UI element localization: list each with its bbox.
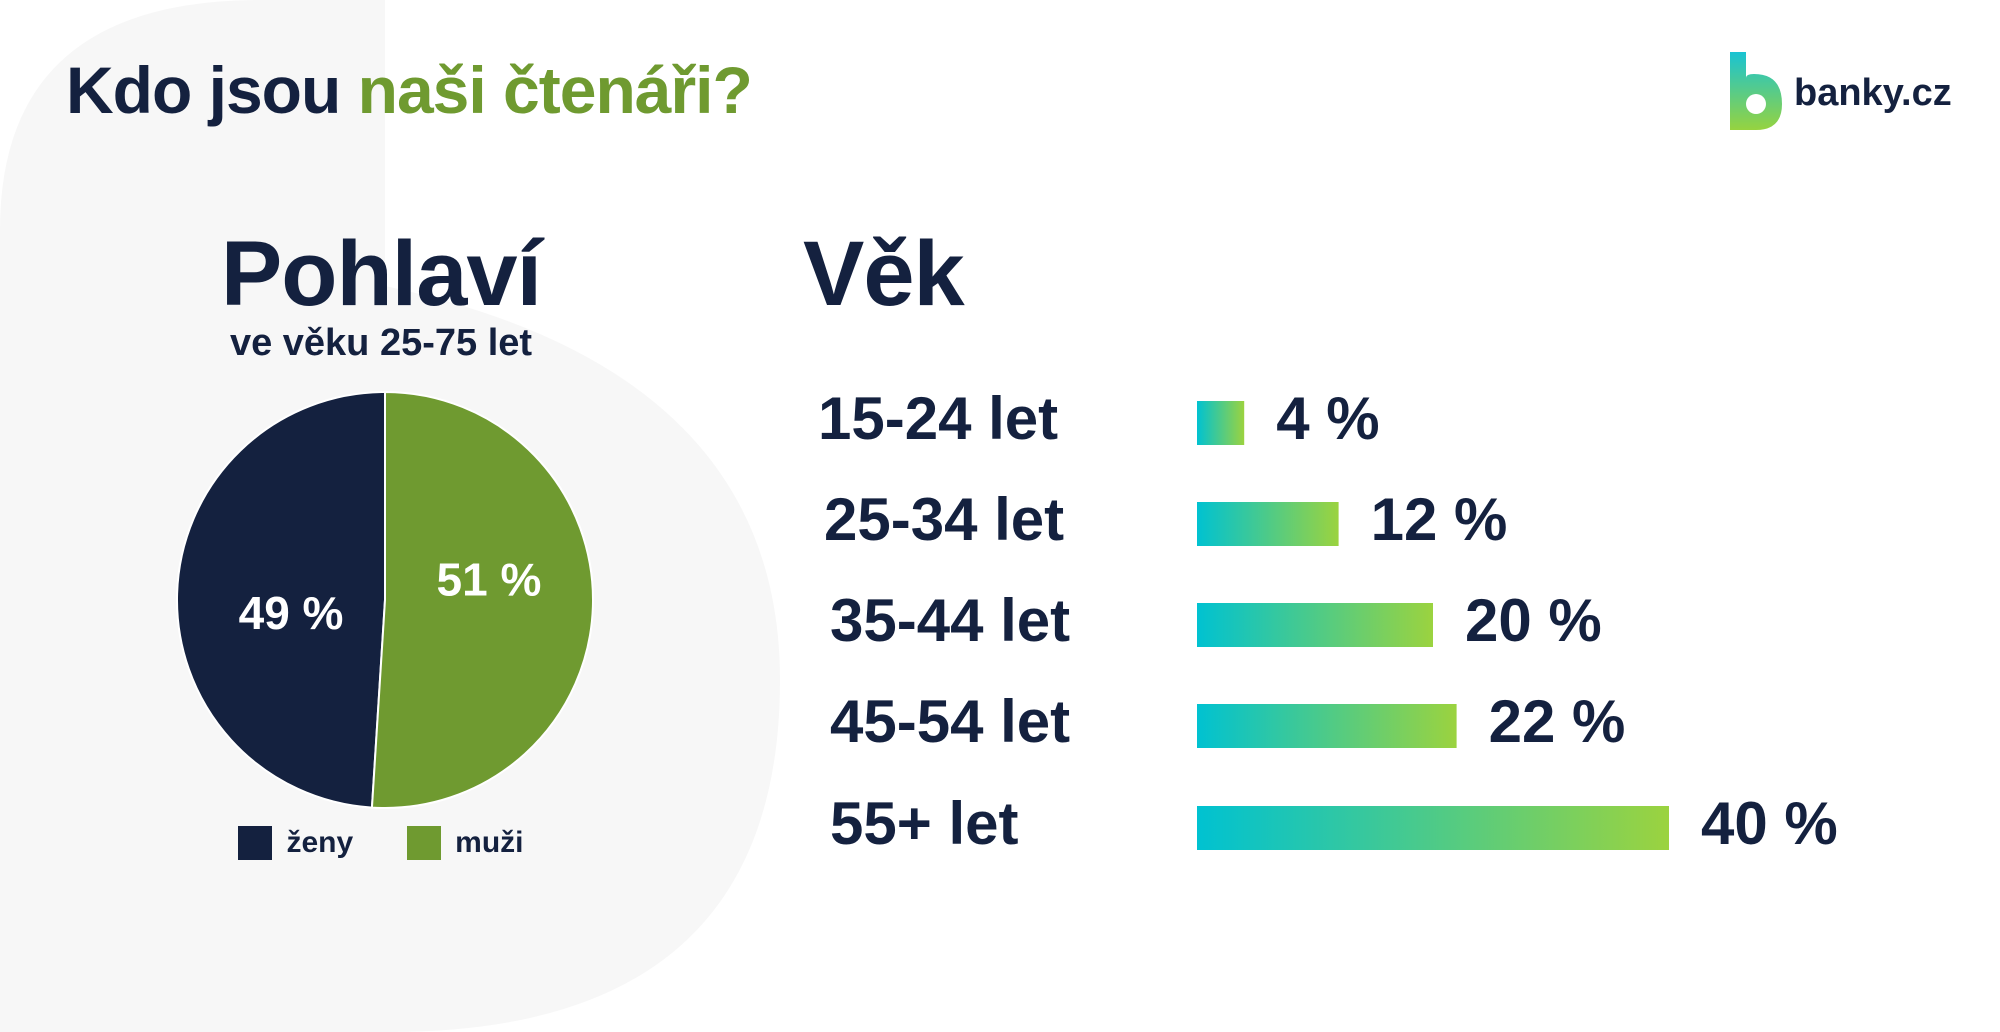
banky-logo-icon [1730,52,1782,130]
pie-slice-1 [370,390,594,809]
legend-swatch-1 [407,826,442,860]
bar-3 [1197,704,1457,748]
logo: banky.cz [1722,52,1952,134]
bar-chart-title: Věk [803,223,965,325]
legend-label-1: muži [455,826,524,859]
bar-category-label-3: 45-54 let [830,688,1070,755]
legend-label-0: ženy [286,826,354,859]
pie-label-1: 51 % [437,553,542,605]
bar-2 [1197,603,1433,647]
bar-category-label-1: 25-34 let [824,486,1064,553]
logo-text: banky.cz [1794,72,1952,114]
bar-value-label-2: 20 % [1465,587,1602,654]
bar-category-label-2: 35-44 let [830,587,1070,654]
pie-slice-0 [176,390,386,809]
bar-0 [1197,401,1245,445]
pie-label-0: 49 % [239,587,344,639]
bar-value-label-1: 12 % [1371,486,1508,553]
pie-chart-title: Pohlaví [220,223,542,325]
title-part-accent: naši čtenáři? [357,53,753,127]
gender-pie-chart: 49 % 51 % [176,390,594,809]
bar-value-label-3: 22 % [1489,688,1626,755]
legend-swatch-0 [238,826,273,860]
page-title: Kdo jsou naši čtenáři? [66,52,753,128]
legend-item-1: muži [407,826,524,860]
bar-1 [1197,502,1339,546]
bar-value-label-0: 4 % [1276,385,1379,452]
legend-item-0: ženy [238,826,353,860]
bar-category-label-4: 55+ let [830,790,1018,857]
bar-value-label-4: 40 % [1701,790,1838,857]
title-part-main: Kdo jsou [66,53,358,127]
bar-4 [1197,806,1669,850]
bar-category-label-0: 15-24 let [818,385,1058,452]
pie-legend: ženy muži [0,826,762,860]
pie-chart-subtitle: ve věku 25-75 let [229,322,533,364]
